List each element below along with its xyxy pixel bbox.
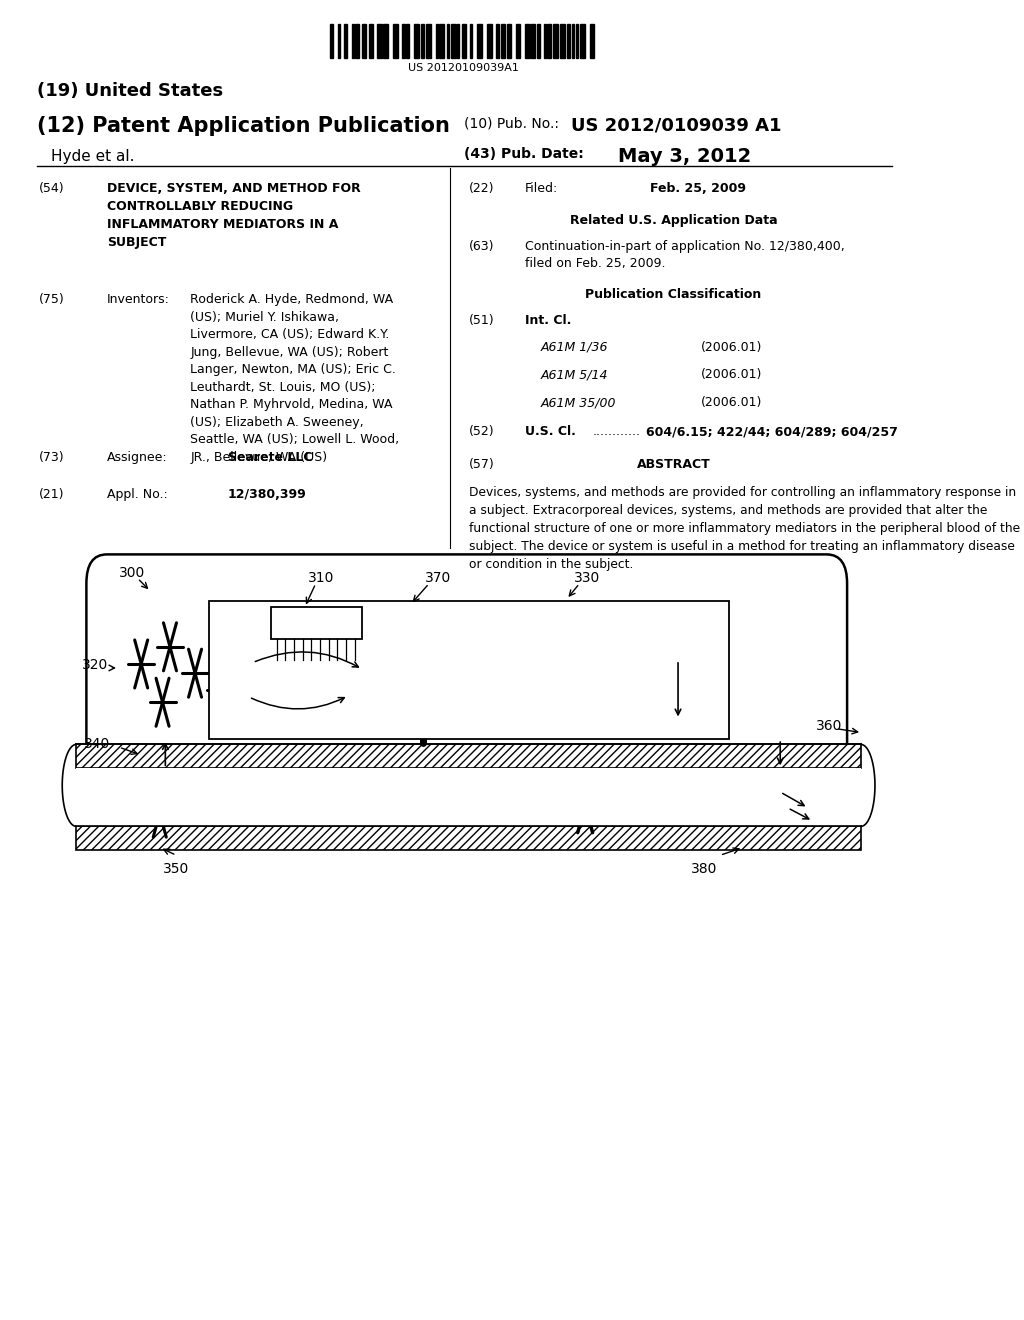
Bar <box>457 24 459 58</box>
Text: Feb. 25, 2009: Feb. 25, 2009 <box>650 182 746 195</box>
Bar <box>591 24 594 58</box>
Bar <box>544 24 546 58</box>
Text: Related U.S. Application Data: Related U.S. Application Data <box>569 214 777 227</box>
Bar <box>560 24 565 58</box>
Bar <box>76 768 861 826</box>
Text: Appl. No.:: Appl. No.: <box>106 488 168 502</box>
Text: 380: 380 <box>691 862 717 876</box>
Text: Devices, systems, and methods are provided for controlling an inflammatory respo: Devices, systems, and methods are provid… <box>469 486 1020 570</box>
Bar <box>451 24 456 58</box>
Text: May 3, 2012: May 3, 2012 <box>617 147 751 165</box>
Bar <box>581 24 586 58</box>
Text: (43) Pub. Date:: (43) Pub. Date: <box>465 147 584 161</box>
Bar <box>553 24 558 58</box>
Bar <box>393 24 398 58</box>
Bar <box>516 24 520 58</box>
Text: (2006.01): (2006.01) <box>701 368 763 381</box>
Text: A61M 35/00: A61M 35/00 <box>541 396 616 409</box>
Text: 360: 360 <box>815 719 842 733</box>
Text: ............: ............ <box>593 425 641 438</box>
Bar <box>577 24 578 58</box>
Bar <box>470 24 472 58</box>
Text: 12/380,399: 12/380,399 <box>227 488 306 502</box>
Text: Roderick A. Hyde, Redmond, WA
(US); Muriel Y. Ishikawa,
Livermore, CA (US); Edwa: Roderick A. Hyde, Redmond, WA (US); Muri… <box>190 293 399 463</box>
Bar <box>352 24 354 58</box>
Bar <box>421 24 424 58</box>
FancyBboxPatch shape <box>86 554 847 781</box>
Bar <box>572 24 573 58</box>
Bar <box>439 24 444 58</box>
Bar <box>537 24 541 58</box>
Bar <box>507 24 511 58</box>
Bar <box>567 24 569 58</box>
Bar <box>76 826 861 850</box>
Text: (57): (57) <box>469 458 495 471</box>
Text: (51): (51) <box>469 314 495 327</box>
Text: (2006.01): (2006.01) <box>701 396 763 409</box>
Bar <box>383 24 388 58</box>
Bar <box>361 24 366 58</box>
Bar <box>436 24 437 58</box>
Bar <box>330 24 334 58</box>
Text: 604/6.15; 422/44; 604/289; 604/257: 604/6.15; 422/44; 604/289; 604/257 <box>646 425 898 438</box>
Text: Filed:: Filed: <box>524 182 558 195</box>
Bar <box>496 24 499 58</box>
Text: Continuation-in-part of application No. 12/380,400,
filed on Feb. 25, 2009.: Continuation-in-part of application No. … <box>524 240 845 271</box>
Text: 370: 370 <box>425 572 452 585</box>
Bar <box>407 24 409 58</box>
Text: (21): (21) <box>39 488 65 502</box>
Bar <box>402 24 404 58</box>
Text: ABSTRACT: ABSTRACT <box>637 458 711 471</box>
Text: A61M 1/36: A61M 1/36 <box>541 341 608 354</box>
Text: 340: 340 <box>84 738 110 751</box>
Bar <box>355 24 359 58</box>
Text: 300: 300 <box>119 566 145 579</box>
Bar <box>462 24 466 58</box>
Bar <box>370 24 373 58</box>
Text: (63): (63) <box>469 240 495 253</box>
Text: Searete LLC: Searete LLC <box>227 451 312 465</box>
Text: Int. Cl.: Int. Cl. <box>524 314 571 327</box>
Text: US 2012/0109039 A1: US 2012/0109039 A1 <box>571 116 781 135</box>
Bar <box>414 24 419 58</box>
Text: (10) Pub. No.:: (10) Pub. No.: <box>465 116 559 131</box>
Text: U.S. Cl.: U.S. Cl. <box>524 425 575 438</box>
Bar <box>525 24 529 58</box>
Text: (2006.01): (2006.01) <box>701 341 763 354</box>
Text: DEVICE, SYSTEM, AND METHOD FOR
CONTROLLABLY REDUCING
INFLAMMATORY MEDIATORS IN A: DEVICE, SYSTEM, AND METHOD FOR CONTROLLA… <box>106 182 360 249</box>
Text: Hyde et al.: Hyde et al. <box>51 149 134 164</box>
Text: 330: 330 <box>574 572 600 585</box>
Text: 350: 350 <box>164 862 189 876</box>
Text: Publication Classification: Publication Classification <box>586 288 762 301</box>
Bar <box>377 24 382 58</box>
Text: (52): (52) <box>469 425 495 438</box>
Text: (75): (75) <box>39 293 65 306</box>
Bar <box>271 607 362 639</box>
Bar <box>487 24 493 58</box>
Text: A61M 5/14: A61M 5/14 <box>541 368 608 381</box>
Text: Inventors:: Inventors: <box>106 293 170 306</box>
Bar <box>76 744 861 768</box>
Text: 320: 320 <box>82 659 108 672</box>
Text: (19) United States: (19) United States <box>37 82 223 100</box>
Text: Assignee:: Assignee: <box>106 451 168 465</box>
Bar <box>477 24 482 58</box>
Text: US 20120109039A1: US 20120109039A1 <box>408 63 519 74</box>
Bar <box>446 24 450 58</box>
Bar <box>501 24 505 58</box>
Bar <box>547 24 551 58</box>
Bar <box>531 24 536 58</box>
Bar <box>344 24 347 58</box>
Text: (73): (73) <box>39 451 65 465</box>
Bar <box>426 24 431 58</box>
Text: (12) Patent Application Publication: (12) Patent Application Publication <box>37 116 450 136</box>
Text: 310: 310 <box>308 572 335 585</box>
Bar <box>209 601 729 739</box>
Text: (54): (54) <box>39 182 65 195</box>
Bar <box>339 24 340 58</box>
Text: (22): (22) <box>469 182 495 195</box>
